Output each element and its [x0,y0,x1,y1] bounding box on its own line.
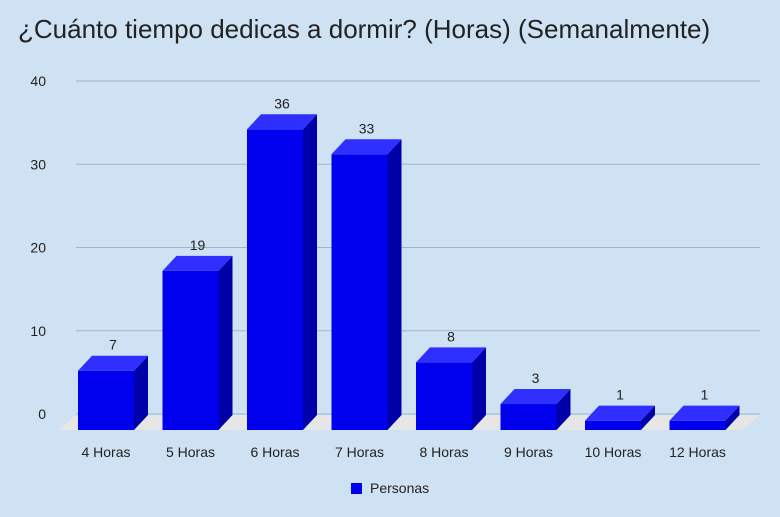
legend-label: Personas [370,480,429,496]
x-tick-label: 6 Horas [250,444,299,460]
bar-top [669,405,740,421]
data-label: 7 [109,337,117,353]
bar-side [641,405,655,430]
bar-side [134,355,148,430]
x-tick-label: 12 Horas [669,444,726,460]
data-label: 19 [190,237,206,253]
bar [500,404,557,430]
chart-floor [58,415,760,430]
legend-swatch [351,483,362,494]
bar [585,420,641,430]
x-tick-label: 7 Horas [335,444,384,460]
y-tick-label: 20 [30,240,46,256]
bar [162,270,219,430]
x-tick-label: 4 Horas [81,444,130,460]
bar-side [387,139,402,430]
bar-top [416,347,486,363]
bar [247,129,303,431]
bar [416,362,472,430]
y-tick-label: 40 [30,73,46,89]
bar [669,420,726,430]
y-tick-label: 10 [30,323,46,339]
bar-side [218,255,233,430]
bar-side [556,389,571,430]
data-label: 3 [532,370,540,386]
y-tick-label: 0 [38,406,46,422]
bar-top [78,355,148,371]
bar [78,370,134,430]
data-label: 8 [447,328,455,344]
bar-side [303,114,317,431]
x-tick-label: 8 Horas [419,444,468,460]
data-label: 1 [701,387,709,403]
data-label: 33 [359,120,375,136]
bar-side [725,405,740,430]
bar-top [162,255,233,271]
bar-top [585,405,655,421]
bar-top [331,139,402,155]
data-label: 36 [274,95,290,111]
x-tick-label: 5 Horas [166,444,215,460]
data-label: 1 [616,387,624,403]
x-tick-label: 9 Horas [504,444,553,460]
x-tick-label: 10 Horas [585,444,642,460]
bar-top [247,114,317,130]
y-tick-label: 30 [30,156,46,172]
bar-side [472,347,486,430]
bar-top [500,389,571,405]
bar [331,154,388,430]
chart-title: ¿Cuánto tiempo dedicas a dormir? (Horas)… [18,14,711,44]
